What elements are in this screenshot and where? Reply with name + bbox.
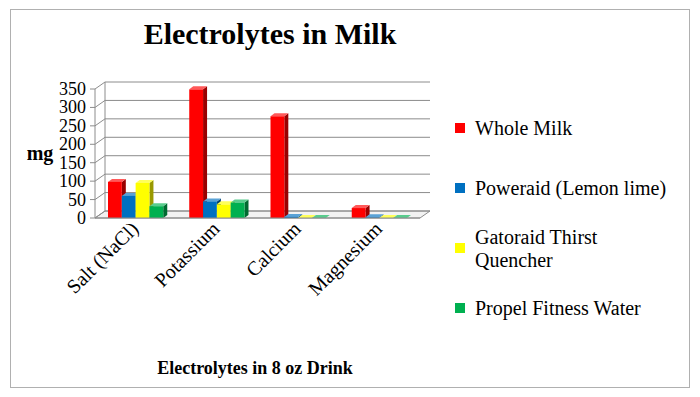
bar-front (231, 203, 245, 218)
bar-top (108, 179, 126, 182)
grid-line (105, 100, 430, 101)
y-tick (90, 144, 95, 145)
grid-line-side (95, 156, 105, 163)
y-tick (90, 89, 95, 90)
x-axis-title: Electrolytes in 8 oz Drink (157, 358, 353, 378)
legend-line: Poweraid (Lemon lime) (475, 177, 666, 200)
frame (11, 10, 690, 388)
grid-line-side (95, 137, 105, 144)
bar-side (284, 113, 288, 218)
grid-line-side (95, 119, 105, 126)
x-tick-label: Calcium (241, 217, 305, 281)
bar-front (122, 196, 136, 218)
y-tick (90, 218, 95, 219)
x-tick-label: Magnesium (304, 217, 387, 300)
bar-top (189, 86, 207, 89)
y-tick-label: 50 (68, 190, 86, 210)
grid-line-side (95, 174, 105, 181)
bar-side (203, 86, 207, 218)
grid-line-side (95, 193, 105, 200)
grid-line-side (95, 100, 105, 107)
legend-line: Propel Fitness Water (475, 297, 641, 320)
bar-front (108, 182, 122, 218)
bar (149, 203, 167, 218)
bar-front (136, 183, 150, 218)
bar-front (189, 89, 203, 218)
legend-swatch (455, 303, 465, 313)
bar-top (271, 113, 289, 116)
grid-line (105, 155, 430, 156)
legend-line: Gatoraid Thirst (475, 226, 602, 248)
bar-top (231, 200, 249, 203)
grid-line (105, 174, 430, 175)
y-tick (90, 162, 95, 163)
bar (189, 86, 207, 218)
bar-front (149, 206, 163, 218)
bar-top (203, 198, 221, 201)
legend-label: Whole Milk (475, 117, 572, 139)
y-tick (90, 107, 95, 108)
bar-side (245, 200, 249, 218)
grid-line-side (95, 82, 105, 89)
y-tick-label: 250 (59, 116, 86, 136)
legend-label: Gatoraid Thirst Quencher (475, 226, 602, 271)
y-tick (90, 181, 95, 182)
legend-swatch (455, 123, 465, 133)
y-tick (90, 199, 95, 200)
y-tick-label: 0 (77, 208, 86, 228)
legend-swatch (455, 183, 465, 193)
legend-line: Quencher (475, 249, 553, 271)
back-wall-edge (105, 82, 106, 211)
bar-top (352, 205, 370, 208)
x-tick-label: Potassium (150, 217, 224, 291)
chart: Electrolytes in Milk 05010015020025030035… (0, 0, 700, 397)
title: Electrolytes in Milk (144, 17, 397, 50)
bar-front (271, 116, 285, 218)
legend-swatch (455, 243, 465, 253)
y-tick (90, 125, 95, 126)
legend-label: Propel Fitness Water (475, 297, 641, 320)
y-tick-label: 200 (59, 134, 86, 154)
legend-label: Poweraid (Lemon lime) (475, 177, 666, 200)
bar-top (366, 214, 384, 217)
grid-line (105, 118, 430, 119)
legend-line: Whole Milk (475, 117, 572, 139)
bars (108, 86, 411, 218)
y-axis (95, 89, 96, 218)
grid-line (105, 192, 430, 193)
bar (271, 113, 289, 218)
grid-line (105, 137, 430, 138)
bar (352, 205, 370, 218)
bar-top (136, 180, 154, 183)
y-tick-label: 350 (59, 79, 86, 99)
y-tick-label: 300 (59, 97, 86, 117)
bar-front (352, 208, 366, 218)
y-tick-label: 100 (59, 171, 86, 191)
y-axis-title: mg (27, 142, 54, 165)
grid-line (105, 82, 430, 83)
bar-top (149, 203, 167, 206)
bar-top (284, 214, 302, 217)
bar-front (217, 204, 231, 218)
bar-front (203, 201, 217, 218)
bar (231, 200, 249, 218)
y-tick-label: 150 (59, 153, 86, 173)
grid-line-side (95, 211, 105, 218)
x-tick-label: Salt (NaCl) (62, 217, 143, 298)
